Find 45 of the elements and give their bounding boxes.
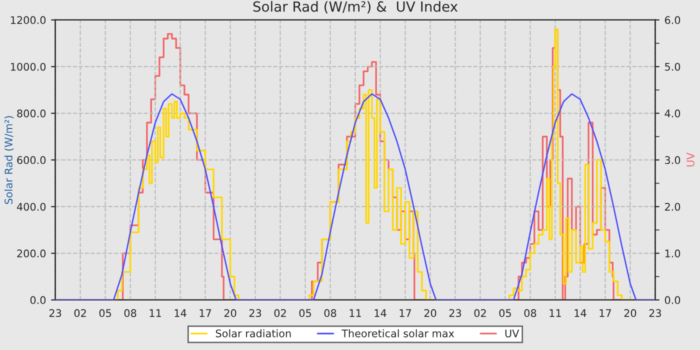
y-tick-label: 1000.0 [10,62,46,71]
chart-title: Solar Rad (W/m²) & UV Index [253,1,458,14]
x-tick-label: 02 [274,309,286,318]
x-tick-label: 02 [474,309,486,318]
x-tick-label: 17 [600,309,611,317]
x-tick-label: 11 [350,309,361,317]
x-tick-label: 05 [499,309,511,318]
x-tick-label: 05 [99,309,112,318]
x-tick-label: 14 [374,309,386,317]
x-tick-label: 17 [400,309,411,317]
x-tick-label: 08 [324,309,336,318]
x-tick-label: 23 [49,309,62,318]
x-tick-label: 08 [524,309,536,318]
y2-tick-label: 6.0 [664,16,680,24]
x-tick-label: 05 [299,309,311,318]
y-tick-label: 0.0 [30,296,46,304]
x-tick-label: 20 [624,309,636,318]
y-tick-label: 1200.0 [10,16,46,24]
y2-axis-title: UV [686,152,694,166]
y-tick-label: 200.0 [17,250,46,258]
y2-tick-label: 0.0 [664,296,680,304]
y-tick-label: 400.0 [16,202,46,211]
y2-tick-label: 5.0 [665,62,680,71]
y2-tick-label: 4.0 [664,110,680,118]
y-axis-title: Solar Rad (W/m²) [4,116,14,204]
x-tick-label: 14 [574,309,586,317]
legend-label: Solar radiation [216,329,291,338]
y2-tick-label: 2.0 [664,202,680,211]
x-tick-label: 23 [649,309,661,318]
y-tick-label: 800.0 [17,110,46,118]
y2-tick-label: 3.0 [665,156,680,164]
y2-tick-label: 1.0 [665,250,680,258]
x-tick-label: 11 [150,309,161,317]
legend-label: Theoretical solar max [342,329,454,338]
x-tick-label: 17 [200,309,212,317]
x-tick-label: 02 [74,309,86,318]
x-tick-label: 23 [249,309,262,318]
x-tick-label: 23 [449,309,462,318]
y-tick-label: 600.0 [17,156,46,164]
x-tick-label: 11 [550,309,561,317]
x-tick-label: 14 [174,309,186,317]
x-tick-label: 08 [124,309,136,318]
x-tick-label: 20 [424,309,436,318]
legend-label: UV [505,330,520,338]
x-tick-label: 20 [224,309,236,318]
